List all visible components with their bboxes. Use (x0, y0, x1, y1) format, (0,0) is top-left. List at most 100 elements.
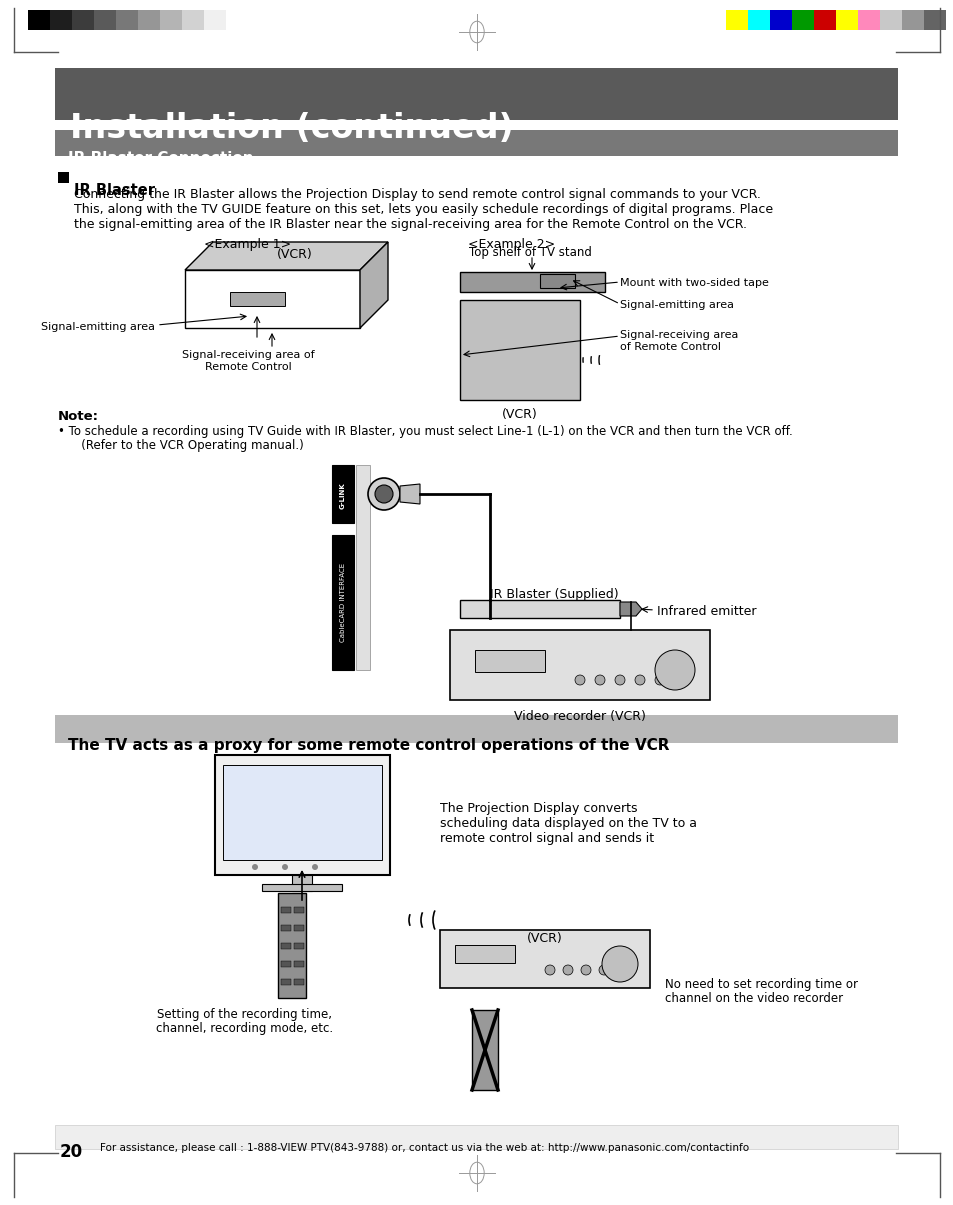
Bar (294, 962, 304, 966)
Bar (281, 978, 291, 984)
Text: Signal-emitting area: Signal-emitting area (41, 322, 154, 333)
Polygon shape (185, 242, 388, 270)
Text: Signal-receiving area: Signal-receiving area (619, 330, 738, 340)
Text: Connecting the IR Blaster allows the Projection Display to send remote control s: Connecting the IR Blaster allows the Pro… (74, 188, 760, 201)
Text: scheduling data displayed on the TV to a: scheduling data displayed on the TV to a (439, 817, 697, 830)
Bar (439, 930, 649, 988)
Bar (58, 172, 69, 183)
Circle shape (368, 478, 399, 510)
Circle shape (575, 675, 584, 684)
Bar (459, 300, 579, 400)
Bar (292, 875, 312, 890)
Text: channel, recording mode, etc.: channel, recording mode, etc. (156, 1022, 334, 1035)
Circle shape (615, 675, 624, 684)
Bar (539, 274, 575, 288)
Text: Note:: Note: (58, 410, 99, 423)
Bar (355, 465, 370, 670)
Bar (55, 130, 897, 155)
Circle shape (562, 965, 573, 975)
Bar (50, 10, 71, 30)
Bar (472, 1010, 497, 1091)
Bar (725, 10, 747, 30)
Bar (332, 465, 354, 523)
Text: The Projection Display converts: The Projection Display converts (439, 803, 637, 815)
Text: <Example 1>: <Example 1> (204, 239, 292, 251)
Polygon shape (359, 242, 388, 328)
Text: (VCR): (VCR) (527, 931, 562, 945)
Text: (VCR): (VCR) (501, 408, 537, 421)
Bar (281, 962, 291, 966)
Bar (160, 10, 182, 30)
Text: IR Blaster Connection: IR Blaster Connection (68, 151, 253, 166)
Text: of Remote Control: of Remote Control (619, 342, 720, 352)
Text: (VCR): (VCR) (276, 248, 313, 261)
Text: • To schedule a recording using TV Guide with IR Blaster, you must select Line-1: • To schedule a recording using TV Guide… (58, 425, 792, 437)
Text: IR Blaster: IR Blaster (74, 183, 154, 198)
Bar (230, 292, 285, 306)
Text: G-LINK: G-LINK (339, 483, 346, 510)
Bar (277, 893, 306, 998)
Bar (281, 944, 291, 950)
Circle shape (598, 965, 608, 975)
Text: Signal-receiving area of: Signal-receiving area of (181, 349, 314, 360)
Text: Setting of the recording time,: Setting of the recording time, (157, 1009, 333, 1021)
Text: remote control signal and sends it: remote control signal and sends it (439, 831, 654, 845)
Bar (294, 907, 304, 913)
Bar (294, 978, 304, 984)
Bar (923, 10, 945, 30)
Circle shape (312, 864, 317, 870)
Text: (Refer to the VCR Operating manual.): (Refer to the VCR Operating manual.) (70, 439, 303, 452)
Bar (901, 10, 923, 30)
Text: Video recorder (VCR): Video recorder (VCR) (514, 710, 645, 723)
Bar (281, 907, 291, 913)
Circle shape (580, 965, 590, 975)
Bar (223, 765, 381, 860)
Text: The TV acts as a proxy for some remote control operations of the VCR: The TV acts as a proxy for some remote c… (68, 737, 669, 753)
Circle shape (282, 864, 288, 870)
Bar (71, 10, 94, 30)
Circle shape (595, 675, 604, 684)
Text: Top shelf of TV stand: Top shelf of TV stand (468, 246, 591, 259)
Circle shape (375, 484, 393, 502)
Text: Installation (continued): Installation (continued) (70, 112, 514, 145)
Text: the signal-emitting area of the IR Blaster near the signal-receiving area for th: the signal-emitting area of the IR Blast… (74, 218, 746, 231)
Bar (459, 600, 619, 618)
Bar (332, 535, 354, 670)
Text: CableCARD INTERFACE: CableCARD INTERFACE (339, 563, 346, 641)
Bar (857, 10, 879, 30)
Bar (138, 10, 160, 30)
Text: Mount with two-sided tape: Mount with two-sided tape (619, 278, 768, 288)
Text: This, along with the TV GUIDE feature on this set, lets you easily schedule reco: This, along with the TV GUIDE feature on… (74, 202, 772, 216)
Bar (294, 925, 304, 931)
Text: Remote Control: Remote Control (204, 362, 291, 372)
Bar (813, 10, 835, 30)
Bar (204, 10, 226, 30)
Text: For assistance, please call : 1-888-VIEW PTV(843-9788) or, contact us via the we: For assistance, please call : 1-888-VIEW… (100, 1144, 748, 1153)
Text: IR Blaster (Supplied): IR Blaster (Supplied) (490, 588, 618, 601)
Text: channel on the video recorder: channel on the video recorder (664, 992, 842, 1005)
Circle shape (655, 675, 664, 684)
Bar (459, 272, 604, 292)
Text: No need to set recording time or: No need to set recording time or (664, 978, 857, 991)
Text: Signal-emitting area: Signal-emitting area (619, 300, 733, 310)
Bar (835, 10, 857, 30)
Bar (182, 10, 204, 30)
Bar (226, 10, 248, 30)
Circle shape (601, 946, 638, 982)
Text: <Example 2>: <Example 2> (468, 239, 555, 251)
Bar (55, 715, 897, 743)
Bar (294, 944, 304, 950)
Circle shape (655, 649, 695, 690)
Bar (475, 649, 544, 672)
Bar (281, 925, 291, 931)
Polygon shape (399, 484, 419, 504)
Circle shape (544, 965, 555, 975)
Bar (262, 884, 341, 890)
Bar (116, 10, 138, 30)
Bar (28, 10, 50, 30)
Bar (879, 10, 901, 30)
Bar (94, 10, 116, 30)
Bar (791, 10, 813, 30)
Bar (455, 945, 515, 963)
Bar (55, 67, 897, 120)
